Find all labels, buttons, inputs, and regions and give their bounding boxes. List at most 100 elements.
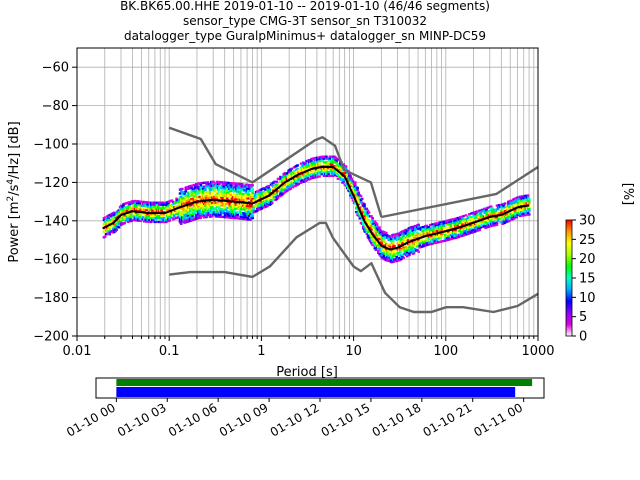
density-cell — [461, 217, 464, 220]
density-cell — [236, 215, 239, 218]
density-cell — [391, 243, 395, 246]
density-cell — [353, 190, 357, 194]
density-cell — [516, 204, 520, 207]
density-cell — [193, 198, 197, 202]
density-cell — [496, 219, 500, 222]
density-cell — [518, 201, 522, 204]
density-cell — [416, 231, 419, 235]
density-cell — [327, 172, 331, 176]
density-cell — [117, 226, 121, 229]
density-cell — [179, 222, 183, 225]
density-cell — [468, 232, 471, 235]
density-cell — [128, 205, 131, 208]
density-cell — [134, 219, 138, 222]
density-cell — [303, 172, 306, 175]
density-cell — [478, 228, 482, 231]
density-cell — [224, 208, 228, 211]
density-cell — [454, 217, 457, 220]
x-axis-label: Period [s] — [276, 365, 338, 380]
density-cell — [380, 242, 384, 245]
series-line-nhnm-long — [381, 165, 539, 219]
density-cell — [438, 235, 441, 238]
density-cell — [246, 218, 250, 221]
density-cell — [191, 203, 195, 206]
density-cell — [236, 188, 239, 191]
density-cell — [395, 255, 399, 259]
density-cell — [139, 219, 143, 223]
density-cell — [504, 213, 508, 216]
density-cell — [194, 213, 198, 217]
density-cell — [406, 229, 410, 232]
density-cell — [448, 220, 452, 224]
density-cell — [158, 207, 161, 210]
density-cell — [191, 214, 195, 218]
density-cell — [201, 191, 205, 194]
density-cell — [216, 184, 220, 187]
density-cell — [207, 194, 211, 197]
density-cell — [413, 247, 417, 251]
density-cell — [198, 214, 201, 218]
density-cell — [479, 226, 483, 229]
density-cell — [356, 188, 359, 191]
density-cell — [251, 195, 254, 199]
density-cell — [380, 248, 384, 251]
density-cell — [383, 244, 387, 248]
density-cell — [385, 231, 388, 235]
density-cell — [123, 216, 127, 219]
density-cell — [488, 213, 492, 216]
density-cell — [376, 245, 380, 249]
density-cell — [524, 200, 528, 203]
density-cell — [211, 192, 214, 195]
x-tick-label: 100 — [433, 344, 458, 359]
density-cell — [164, 220, 168, 224]
density-cell — [130, 219, 133, 222]
density-cell — [156, 215, 160, 218]
density-cell — [412, 252, 416, 255]
density-cell — [514, 208, 517, 212]
density-cell — [106, 220, 109, 224]
density-cell — [381, 234, 385, 237]
density-cell — [370, 241, 373, 245]
density-cell — [405, 253, 409, 256]
density-cell — [330, 170, 334, 174]
density-cell — [186, 210, 190, 214]
density-cell — [206, 185, 210, 188]
density-cell — [199, 185, 203, 189]
density-cell — [486, 206, 490, 209]
colorbar-tick-label: 15 — [579, 272, 596, 287]
density-cell — [255, 209, 259, 212]
density-cell — [400, 248, 403, 251]
density-cell — [133, 201, 137, 205]
density-cell — [138, 215, 142, 219]
coverage-bar-used — [116, 387, 516, 397]
density-cell — [153, 203, 157, 206]
density-cell — [103, 216, 107, 219]
density-cell — [360, 197, 364, 201]
density-cell — [411, 233, 415, 236]
density-cell — [174, 201, 177, 205]
density-cell — [290, 171, 294, 174]
density-cell — [391, 239, 395, 242]
density-cell — [404, 228, 408, 232]
density-cell — [204, 202, 207, 205]
colorbar-tick-label: 5 — [579, 310, 587, 325]
density-cell — [376, 249, 380, 253]
density-cell — [431, 242, 434, 245]
density-cell — [229, 191, 233, 194]
density-cell — [284, 188, 288, 191]
density-cell — [219, 192, 222, 195]
density-cell — [209, 207, 213, 211]
density-cell — [236, 186, 239, 189]
density-cell — [183, 192, 186, 195]
density-cell — [481, 210, 485, 213]
density-cell — [474, 212, 478, 215]
density-cell — [151, 203, 154, 206]
density-cell — [473, 214, 477, 218]
density-cell — [438, 223, 441, 226]
density-cell — [330, 161, 334, 164]
density-cell — [238, 209, 242, 213]
density-cell — [167, 208, 170, 211]
density-cell — [121, 211, 124, 214]
density-cell — [322, 170, 326, 174]
density-cell — [465, 221, 469, 224]
